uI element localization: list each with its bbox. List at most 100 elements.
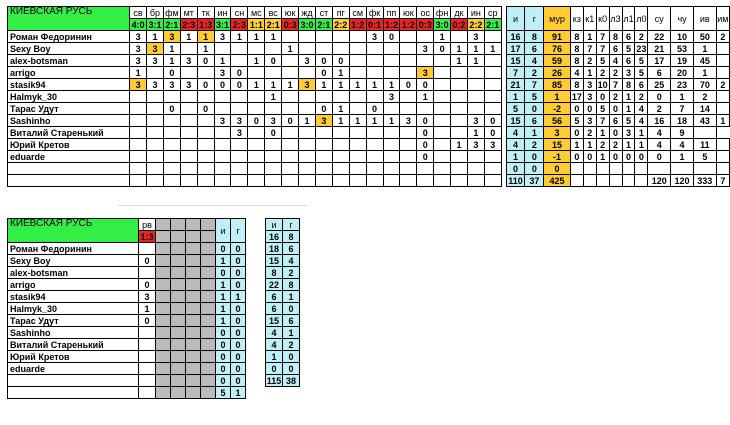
table-row: 15 6 (265, 314, 300, 327)
game-value (298, 90, 316, 103)
stat-value: 0 (569, 102, 584, 115)
empty-round (170, 314, 186, 327)
stat-value: 14 (692, 102, 717, 115)
stat-value: 5 (692, 150, 717, 163)
game-value (348, 30, 367, 43)
stat-value: 5 (634, 66, 649, 79)
game-value (298, 102, 316, 115)
game-value (433, 114, 452, 127)
empty-round (200, 278, 216, 291)
stat-value: 7 (595, 114, 610, 127)
game-value (281, 150, 300, 163)
total-game (365, 174, 384, 187)
stat-value: 6 (265, 290, 283, 303)
total-game (146, 174, 164, 187)
stat-header: и (505, 6, 526, 31)
game-value (382, 150, 401, 163)
game-value: 3 (146, 78, 164, 91)
game-value (348, 150, 367, 163)
opponent-header: ос (416, 6, 435, 19)
empty-round (185, 350, 201, 363)
match-score: 1:2 (348, 18, 367, 31)
game-value (365, 126, 384, 139)
game-value (416, 30, 435, 43)
stat-value (715, 162, 730, 175)
match-score: 0:2 (450, 18, 468, 31)
game-value: 0 (264, 54, 283, 67)
stat-value: 0 (608, 150, 623, 163)
game-value: 1 (264, 90, 283, 103)
stat-value: 0 (582, 102, 597, 115)
game-value (314, 162, 333, 175)
stat-value: 7 (608, 78, 623, 91)
game-value (196, 126, 215, 139)
game-value: 0 (314, 54, 333, 67)
empty-round (185, 218, 201, 231)
stat-header: кз (569, 6, 584, 31)
game-value: 1 (129, 66, 148, 79)
header-row: КИЕВСКАЯ РУСЬ рв и г (7, 218, 246, 243)
game-value (281, 126, 300, 139)
empty-round (185, 302, 201, 315)
stat-value (582, 162, 597, 175)
game-value (196, 66, 215, 79)
game-value: 3 (213, 66, 232, 79)
opponent-header: сн (230, 6, 249, 19)
stat-value: 1 (282, 326, 300, 339)
game-value (348, 102, 367, 115)
round-stats-table: КИЕВСКАЯ РУСЬ рв и г 1:3 Роман Федоринин 0 0 Sex… (7, 218, 246, 399)
stat-value: 7 (595, 30, 610, 43)
stat-value: 1 (621, 90, 636, 103)
game-value: 0 (138, 254, 156, 267)
empty-round (185, 278, 201, 291)
empty-round (155, 386, 171, 399)
game-value (348, 42, 367, 55)
game-value (382, 162, 401, 175)
game-value (365, 42, 384, 55)
game-value (483, 54, 502, 67)
game-value: 0 (331, 54, 350, 67)
game-value (247, 90, 266, 103)
game-value: 0 (264, 126, 283, 139)
stat-value: 3 (582, 78, 597, 91)
stat-value: 0 (230, 374, 246, 387)
stat-value: 20 (670, 66, 694, 79)
player-name (7, 374, 139, 387)
opponent-header: юк (281, 6, 300, 19)
game-value (348, 162, 367, 175)
player-name: alex-botsman (7, 266, 139, 279)
player-name: Виталий Старенький (7, 338, 139, 351)
table-row: Sashinho 3 3 0 3 0 1 3 1 1 1 1 3 0 3 0 15 6 56 5 3 7 6 5 4 16 18 43… (6, 114, 730, 127)
game-value (298, 150, 316, 163)
game-value (146, 66, 164, 79)
stat-value: 6 (621, 54, 636, 67)
empty-round (170, 362, 186, 375)
total-game (213, 174, 232, 187)
game-value (298, 66, 316, 79)
player-name: Sexy Boy (7, 254, 139, 267)
game-value (466, 102, 485, 115)
game-value: 1 (331, 78, 350, 91)
empty-round (155, 350, 171, 363)
stat-value: 0 (282, 362, 300, 375)
game-value (365, 54, 384, 67)
table-row: eduarde 0 0 (7, 362, 246, 375)
totals-row: 110 37 425 120 120 333 7 (6, 174, 730, 187)
stat-value: 7 (670, 102, 694, 115)
game-value (196, 162, 215, 175)
total-value: 7 (715, 174, 730, 187)
stat-value: 1 (692, 42, 717, 55)
game-value (213, 90, 232, 103)
game-value (264, 138, 283, 151)
stat-value: 17 (569, 90, 584, 103)
stat-value: 85 (543, 78, 571, 91)
empty-round (170, 230, 186, 243)
game-value (466, 150, 485, 163)
table-row: Halmyk_30 1 3 1 1 5 1 17 3 0 2 1 2 0 1 2 (6, 90, 730, 103)
game-value (213, 150, 232, 163)
game-value (483, 90, 502, 103)
player-name: Роман Федоринин (6, 30, 131, 43)
empty-round (185, 266, 201, 279)
player-name (6, 162, 131, 175)
